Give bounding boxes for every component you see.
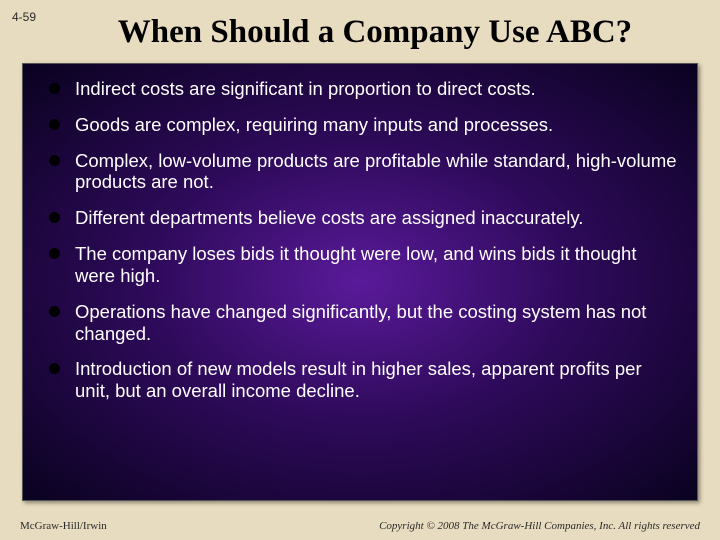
footer-copyright: Copyright © 2008 The McGraw-Hill Compani… bbox=[379, 520, 700, 532]
list-item: Indirect costs are significant in propor… bbox=[43, 78, 677, 100]
footer-publisher: McGraw-Hill/Irwin bbox=[20, 520, 107, 532]
list-item: Introduction of new models result in hig… bbox=[43, 358, 677, 402]
page-title: When Should a Company Use ABC? bbox=[0, 0, 720, 59]
list-item: Goods are complex, requiring many inputs… bbox=[43, 114, 677, 136]
list-item: Complex, low-volume products are profita… bbox=[43, 150, 677, 194]
list-item: The company loses bids it thought were l… bbox=[43, 243, 677, 287]
bullet-list: Indirect costs are significant in propor… bbox=[43, 78, 677, 402]
list-item: Operations have changed significantly, b… bbox=[43, 301, 677, 345]
list-item: Different departments believe costs are … bbox=[43, 207, 677, 229]
slide-number: 4-59 bbox=[12, 10, 36, 24]
content-panel: Indirect costs are significant in propor… bbox=[22, 63, 698, 501]
